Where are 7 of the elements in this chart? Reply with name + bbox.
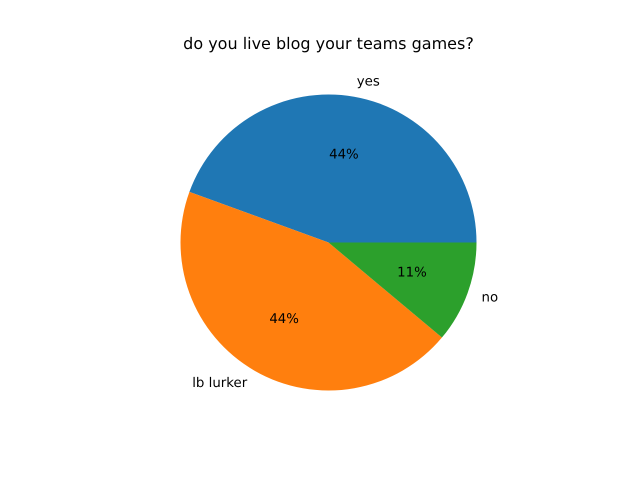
data-label: 44% xyxy=(329,148,359,163)
slice-label: no xyxy=(482,290,498,306)
data-label: 11% xyxy=(397,265,427,280)
slice-label: yes xyxy=(356,74,380,90)
slice-label: lb lurker xyxy=(192,376,248,392)
data-label: 44% xyxy=(269,312,299,327)
chart-title: do you live blog your teams games? xyxy=(183,34,474,53)
